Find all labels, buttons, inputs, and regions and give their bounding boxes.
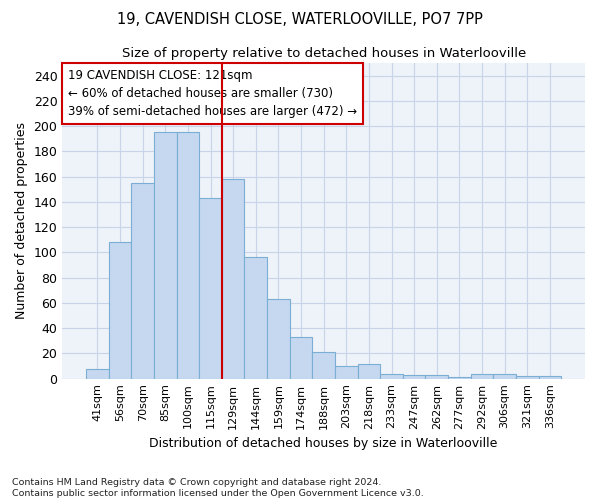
Bar (244, 258, 267, 378)
Bar (267, 299, 290, 378)
Bar (290, 337, 313, 378)
Bar (358, 364, 380, 378)
Text: 19, CAVENDISH CLOSE, WATERLOOVILLE, PO7 7PP: 19, CAVENDISH CLOSE, WATERLOOVILLE, PO7 … (117, 12, 483, 28)
Bar (313, 352, 335, 378)
Bar (176, 132, 199, 378)
Bar (86, 368, 109, 378)
Bar (380, 374, 403, 378)
Bar (335, 366, 358, 378)
Bar (493, 374, 516, 378)
Text: Contains HM Land Registry data © Crown copyright and database right 2024.
Contai: Contains HM Land Registry data © Crown c… (12, 478, 424, 498)
Bar (425, 375, 448, 378)
Title: Size of property relative to detached houses in Waterlooville: Size of property relative to detached ho… (122, 48, 526, 60)
Bar (131, 183, 154, 378)
Y-axis label: Number of detached properties: Number of detached properties (15, 122, 28, 320)
Bar (109, 242, 131, 378)
Bar (199, 198, 222, 378)
Bar (516, 376, 539, 378)
Text: 19 CAVENDISH CLOSE: 121sqm
← 60% of detached houses are smaller (730)
39% of sem: 19 CAVENDISH CLOSE: 121sqm ← 60% of deta… (68, 70, 356, 118)
Bar (154, 132, 176, 378)
Bar (403, 375, 425, 378)
Bar (471, 374, 493, 378)
X-axis label: Distribution of detached houses by size in Waterlooville: Distribution of detached houses by size … (149, 437, 498, 450)
Bar (539, 376, 561, 378)
Bar (222, 179, 244, 378)
